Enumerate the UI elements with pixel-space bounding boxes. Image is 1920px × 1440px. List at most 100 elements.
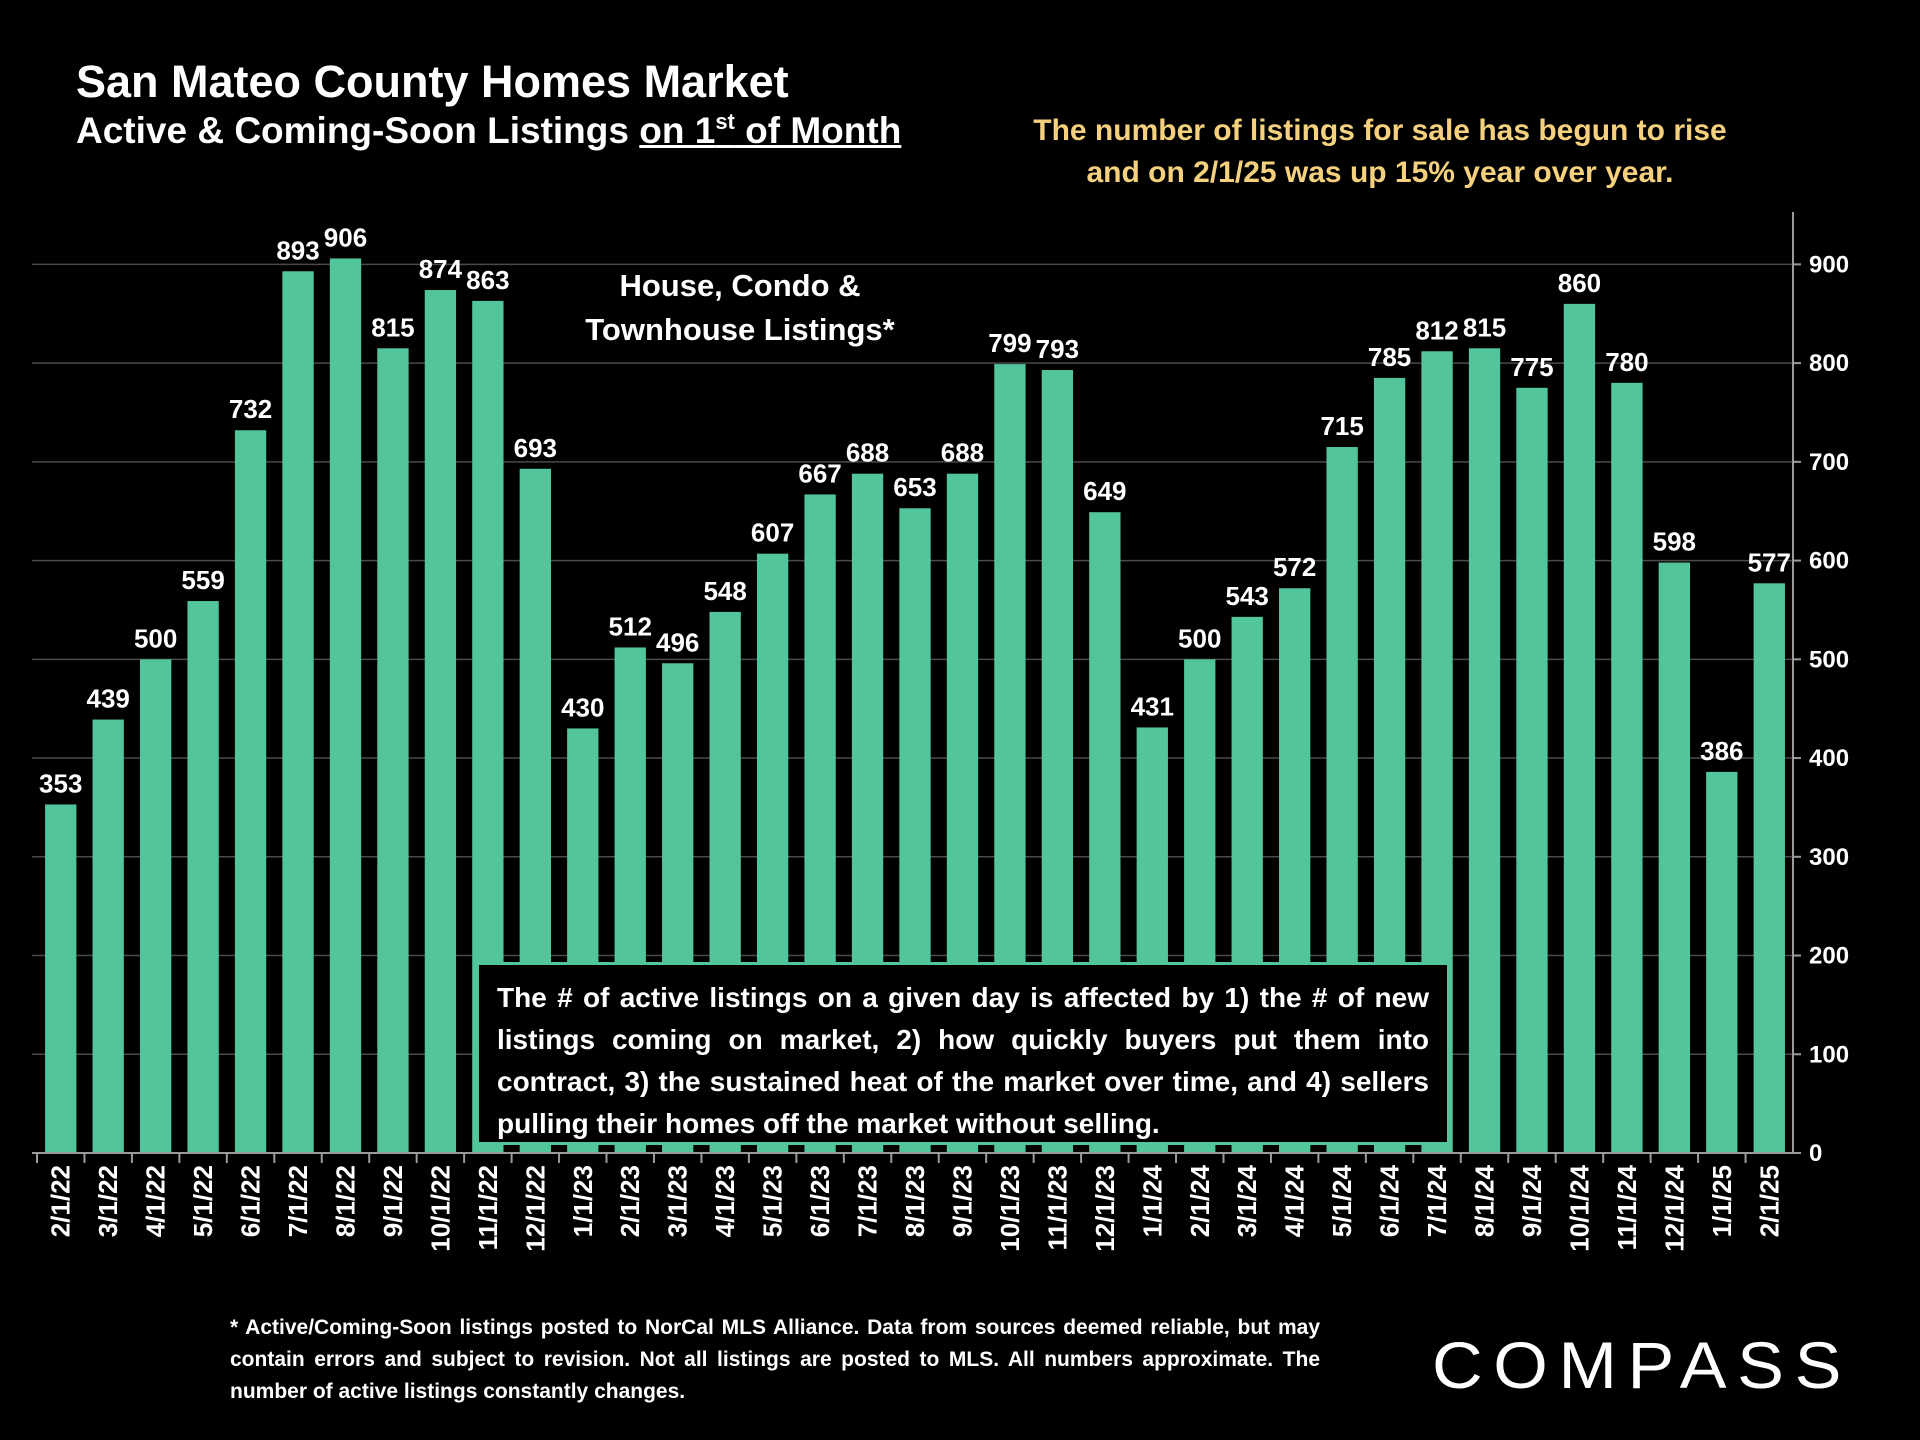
- bar: [282, 271, 314, 1153]
- bar: [1611, 382, 1643, 1153]
- x-tick-label: 4/1/24: [1280, 1164, 1310, 1237]
- x-tick-label: 11/1/22: [473, 1165, 503, 1250]
- x-tick-label: 2/1/24: [1185, 1164, 1215, 1237]
- bar-value-label: 386: [1700, 736, 1743, 766]
- x-tick-label: 7/1/22: [283, 1165, 313, 1237]
- bar-value-label: 863: [466, 265, 509, 295]
- chart-subtitle: Active & Coming-Soon Listings on 1st of …: [76, 110, 901, 152]
- x-tick-label: 7/1/24: [1422, 1164, 1452, 1237]
- x-tick-label: 4/1/22: [141, 1165, 171, 1237]
- bar-value-label: 548: [703, 576, 746, 606]
- callout-line-2: and on 2/1/25 was up 15% year over year.: [1086, 156, 1674, 189]
- x-tick-label: 12/1/22: [520, 1165, 550, 1252]
- bar-value-label: 812: [1415, 315, 1458, 345]
- x-tick-label: 10/1/23: [995, 1165, 1025, 1252]
- bar-value-label: 693: [514, 433, 557, 463]
- bar-value-label: 559: [181, 565, 224, 595]
- y-tick-label: 600: [1809, 548, 1849, 575]
- x-tick-label: 1/1/24: [1137, 1164, 1167, 1237]
- compass-logo: COMPASS: [1432, 1328, 1852, 1396]
- subtitle-underlined-b: of Month: [734, 110, 902, 151]
- x-tick-label: 9/1/23: [947, 1165, 977, 1237]
- bar-value-label: 512: [609, 611, 652, 641]
- bar: [92, 719, 124, 1153]
- bar: [1468, 348, 1501, 1153]
- y-tick-label: 500: [1809, 646, 1849, 673]
- callout-line-1: The number of listings for sale has begu…: [1033, 114, 1727, 147]
- x-tick-label: 2/1/25: [1754, 1165, 1784, 1237]
- bar-value-label: 906: [324, 222, 367, 252]
- bar-value-label: 688: [846, 438, 889, 468]
- bar-value-label: 815: [371, 312, 414, 342]
- bar-value-label: 860: [1558, 268, 1601, 298]
- bar-value-label: 431: [1131, 691, 1174, 721]
- bar: [1516, 387, 1548, 1154]
- bar: [377, 348, 409, 1153]
- x-tick-label: 1/1/23: [568, 1165, 598, 1237]
- x-tick-label: 6/1/24: [1375, 1164, 1405, 1237]
- x-tick-label: 6/1/23: [805, 1165, 835, 1237]
- x-tick-label: 4/1/23: [710, 1165, 740, 1237]
- x-tick-label: 10/1/22: [425, 1165, 455, 1252]
- bar-value-label: 815: [1463, 312, 1506, 342]
- x-tick-label: 12/1/23: [1090, 1165, 1120, 1252]
- bar: [1753, 583, 1785, 1153]
- callout-text: The number of listings for sale has begu…: [995, 110, 1765, 194]
- bar-value-label: 500: [134, 623, 177, 653]
- subtitle-prefix: Active & Coming-Soon Listings: [76, 110, 640, 151]
- bar: [45, 804, 77, 1153]
- x-tick-label: 6/1/22: [236, 1165, 266, 1237]
- bar: [329, 258, 362, 1153]
- subtitle-underlined-a: on 1: [639, 110, 716, 151]
- bar-value-label: 874: [419, 254, 463, 284]
- bar-value-label: 430: [561, 692, 604, 722]
- bar-value-label: 785: [1368, 342, 1411, 372]
- bar-value-label: 667: [798, 458, 841, 488]
- x-tick-label: 10/1/24: [1564, 1164, 1594, 1251]
- bar-value-label: 500: [1178, 623, 1221, 653]
- bar-value-label: 799: [988, 328, 1031, 358]
- y-tick-label: 400: [1809, 745, 1849, 772]
- bar: [187, 601, 219, 1153]
- bar-value-label: 653: [893, 472, 936, 502]
- chart-annotation: House, Condo & Townhouse Listings*: [560, 264, 920, 352]
- x-tick-label: 3/1/23: [663, 1165, 693, 1237]
- y-tick-label: 100: [1809, 1041, 1849, 1068]
- bar: [1658, 562, 1691, 1153]
- bar: [424, 290, 457, 1153]
- bar-value-label: 688: [941, 438, 984, 468]
- bar: [1706, 771, 1738, 1153]
- x-tick-label: 8/1/23: [900, 1165, 930, 1237]
- bar-value-label: 543: [1226, 581, 1269, 611]
- y-tick-label: 300: [1809, 844, 1849, 871]
- y-tick-label: 900: [1809, 251, 1849, 278]
- x-tick-label: 2/1/23: [615, 1165, 645, 1237]
- bar-value-label: 577: [1748, 547, 1791, 577]
- x-tick-label: 12/1/24: [1659, 1164, 1689, 1251]
- x-tick-label: 9/1/24: [1517, 1164, 1547, 1237]
- bar-value-label: 353: [39, 768, 82, 798]
- bar-value-label: 598: [1653, 527, 1696, 557]
- x-tick-label: 5/1/22: [188, 1165, 218, 1237]
- bar-value-label: 607: [751, 518, 794, 548]
- x-tick-label: 8/1/24: [1470, 1164, 1500, 1237]
- y-tick-label: 0: [1809, 1140, 1822, 1167]
- x-tick-label: 2/1/22: [46, 1165, 76, 1237]
- x-tick-label: 3/1/22: [93, 1165, 123, 1237]
- annotation-line-2: Townhouse Listings*: [585, 312, 895, 347]
- bar-value-label: 439: [86, 684, 129, 714]
- bar-value-label: 893: [276, 235, 319, 265]
- bar: [234, 430, 267, 1153]
- x-tick-label: 11/1/24: [1612, 1164, 1642, 1250]
- bar-value-label: 572: [1273, 552, 1316, 582]
- x-tick-label: 5/1/24: [1327, 1164, 1357, 1237]
- compass-logo-text: COMPASS: [1432, 1328, 1852, 1396]
- chart-title: San Mateo County Homes Market: [76, 56, 789, 107]
- x-tick-label: 7/1/23: [853, 1165, 883, 1237]
- bar-value-label: 775: [1510, 352, 1553, 382]
- x-tick-label: 8/1/22: [330, 1165, 360, 1237]
- x-tick-label: 3/1/24: [1232, 1164, 1262, 1237]
- x-tick-label: 9/1/22: [378, 1165, 408, 1237]
